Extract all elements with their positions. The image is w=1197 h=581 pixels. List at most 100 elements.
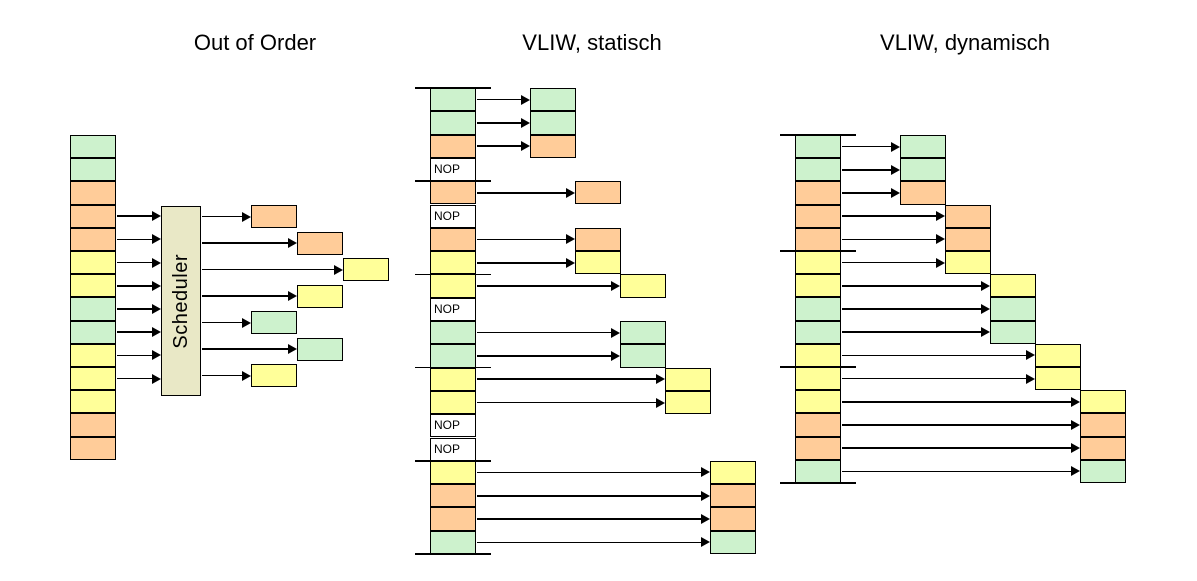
arrowhead-icon	[242, 370, 251, 381]
issue-arrow	[477, 122, 522, 124]
scheduler-input-arrow	[117, 215, 153, 218]
instruction-cell	[70, 413, 116, 437]
issue-arrow	[477, 98, 522, 101]
issue-slot-cell	[620, 344, 666, 368]
issued-instruction-cell	[297, 284, 343, 308]
issue-slot-cell	[1080, 436, 1126, 460]
instruction-cell	[430, 484, 476, 508]
arrowhead-icon	[611, 281, 620, 292]
bundle-separator-line	[415, 87, 491, 89]
bundle-separator-line	[780, 250, 856, 252]
instruction-cell	[430, 88, 476, 112]
issue-slot-cell	[620, 321, 666, 345]
arrowhead-icon	[566, 187, 575, 198]
issue-arrow	[477, 355, 612, 357]
nop-cell: NOP	[430, 204, 476, 228]
issue-arrow	[842, 215, 937, 218]
issue-slot-cell	[575, 227, 621, 252]
scheduler-box: Scheduler	[161, 206, 201, 396]
issue-arrow	[477, 378, 657, 381]
issue-arrow	[842, 145, 892, 148]
bundle-separator-line	[780, 482, 856, 484]
issue-arrow	[842, 424, 1072, 426]
issued-instruction-cell	[251, 311, 297, 335]
issue-slot-cell	[990, 274, 1036, 298]
issue-slot-cell	[945, 251, 991, 275]
instruction-cell	[795, 367, 841, 391]
issue-slot-cell	[575, 181, 621, 205]
arrowhead-icon	[701, 514, 710, 525]
arrowhead-icon	[981, 327, 990, 338]
arrowhead-icon	[611, 350, 620, 361]
instruction-cell	[70, 436, 116, 460]
issue-slot-cell	[1080, 390, 1126, 414]
issued-instruction-cell	[343, 258, 389, 282]
instruction-cell	[795, 436, 841, 460]
scheduler-label: Scheduler	[169, 253, 192, 349]
panel-title-vliw-dynamic: VLIW, dynamisch	[880, 30, 1050, 55]
instruction-cell	[795, 274, 841, 298]
issue-arrow	[477, 331, 612, 334]
issue-slot-cell	[665, 390, 711, 415]
arrowhead-icon	[1026, 350, 1035, 361]
instruction-cell	[795, 181, 841, 205]
scheduler-output-arrow	[202, 295, 289, 297]
instruction-cell	[430, 344, 476, 368]
arrowhead-icon	[152, 304, 161, 314]
scheduler-output-arrow	[202, 268, 335, 271]
instruction-cell	[430, 134, 476, 158]
arrowhead-icon	[242, 211, 251, 222]
issue-arrow	[477, 145, 522, 148]
instruction-cell	[70, 297, 116, 321]
bundle-separator-line	[780, 366, 856, 368]
issue-arrow	[842, 238, 937, 241]
issue-slot-cell	[945, 204, 991, 228]
instruction-cell	[795, 320, 841, 344]
bundle-separator-line	[415, 459, 491, 462]
issue-slot-cell	[530, 111, 576, 135]
arrowhead-icon	[521, 117, 530, 128]
arrowhead-icon	[288, 238, 297, 249]
arrowhead-icon	[334, 264, 343, 275]
issue-arrow	[842, 168, 892, 171]
arrowhead-icon	[152, 327, 161, 338]
issue-slot-cell	[945, 227, 991, 251]
arrowhead-icon	[1071, 420, 1080, 430]
arrowhead-icon	[1026, 373, 1035, 384]
instruction-cell	[430, 274, 476, 298]
instruction-cell	[430, 367, 476, 391]
arrowhead-icon	[1071, 466, 1080, 477]
scheduler-input-arrow	[117, 331, 153, 334]
issue-slot-cell	[900, 181, 946, 205]
arrowhead-icon	[288, 344, 297, 355]
instruction-cell	[70, 251, 116, 275]
arrowhead-icon	[701, 467, 710, 478]
issue-arrow	[842, 400, 1072, 403]
instruction-cell	[430, 181, 476, 205]
bundle-separator-line	[415, 273, 491, 276]
nop-label: NOP	[434, 161, 461, 176]
instruction-cell	[795, 204, 841, 228]
issue-slot-cell	[1080, 413, 1126, 437]
issue-arrow	[477, 192, 567, 194]
bundle-separator-line	[415, 553, 491, 555]
arrowhead-icon	[981, 280, 990, 291]
issue-arrow	[842, 447, 1072, 450]
scheduler-input-arrow	[117, 377, 153, 380]
bundle-separator-line	[780, 134, 856, 136]
arrowhead-icon	[566, 234, 575, 245]
scheduler-output-arrow	[202, 321, 243, 324]
nop-label: NOP	[434, 301, 461, 316]
arrowhead-icon	[521, 94, 530, 105]
issue-slot-cell	[900, 135, 946, 159]
instruction-cell	[70, 274, 116, 298]
issue-arrow	[842, 192, 892, 194]
instruction-cell	[70, 158, 116, 182]
instruction-cell	[430, 530, 476, 554]
issue-slot-cell	[530, 88, 576, 112]
scheduler-input-arrow	[117, 354, 153, 357]
nop-label: NOP	[434, 441, 461, 456]
issue-slot-cell	[665, 367, 711, 391]
scheduler-output-arrow	[202, 348, 289, 350]
